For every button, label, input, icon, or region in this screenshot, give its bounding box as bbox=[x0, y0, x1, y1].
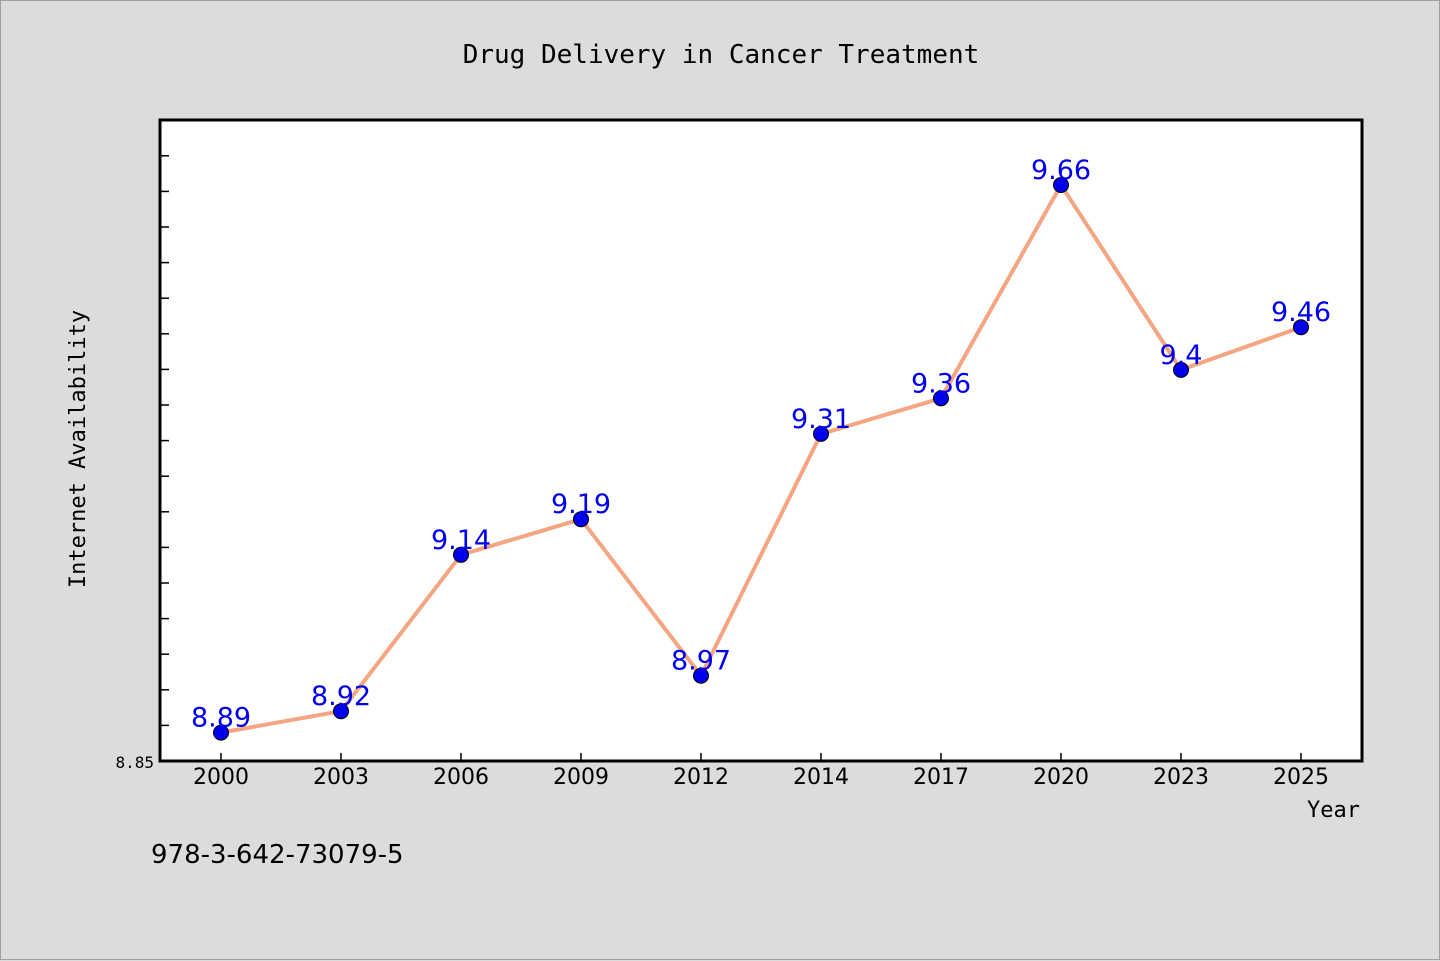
data-label: 9.46 bbox=[1271, 297, 1331, 328]
footer-code: 978-3-642-73079-5 bbox=[151, 840, 404, 870]
data-point bbox=[453, 546, 469, 563]
x-tick-label: 2014 bbox=[793, 765, 849, 790]
data-label: 9.31 bbox=[791, 404, 851, 435]
data-point bbox=[693, 667, 709, 684]
y-axis-label: Internet Availability bbox=[66, 310, 91, 588]
x-axis-ticks bbox=[220, 753, 1302, 761]
x-tick-label: 2006 bbox=[433, 765, 489, 790]
data-point bbox=[1293, 319, 1309, 336]
y-minor-ticks bbox=[161, 155, 169, 762]
x-axis-label: Year bbox=[1307, 798, 1360, 823]
x-tick-label: 2000 bbox=[193, 765, 249, 790]
x-tick-label: 2023 bbox=[1153, 765, 1209, 790]
data-label: 9.19 bbox=[551, 489, 611, 520]
x-tick-label: 2020 bbox=[1033, 765, 1089, 790]
data-label: 8.89 bbox=[191, 703, 251, 734]
data-label: 9.14 bbox=[431, 525, 491, 556]
data-point bbox=[813, 425, 829, 442]
data-label: 8.97 bbox=[671, 646, 731, 677]
data-labels: 8.89 8.92 9.14 9.19 8.97 9.31 9.36 9.66 9.4 9.46 bbox=[191, 155, 1331, 734]
data-label: 9.66 bbox=[1031, 155, 1091, 186]
chart-title: Drug Delivery in Cancer Treatment bbox=[463, 40, 980, 70]
data-points bbox=[213, 177, 1309, 741]
data-point bbox=[213, 724, 229, 741]
data-label: 9.4 bbox=[1160, 340, 1203, 371]
data-point bbox=[1173, 361, 1189, 378]
x-tick-label: 2009 bbox=[553, 765, 609, 790]
series-line bbox=[220, 183, 1302, 735]
data-label: 9.36 bbox=[911, 368, 971, 399]
data-point bbox=[333, 703, 349, 720]
x-tick-label: 2025 bbox=[1273, 765, 1329, 790]
x-tick-label: 2003 bbox=[313, 765, 369, 790]
data-point bbox=[573, 511, 589, 528]
x-tick-labels: 2000 2003 2006 2009 2012 2014 2017 2020 2023 2025 bbox=[193, 765, 1329, 790]
data-label: 8.92 bbox=[311, 681, 371, 712]
data-point bbox=[933, 390, 949, 407]
x-tick-label: 2017 bbox=[913, 765, 969, 790]
data-point bbox=[1053, 177, 1069, 193]
x-tick-label: 2012 bbox=[673, 765, 729, 790]
y-tick-label-min: 8.85 bbox=[115, 753, 154, 772]
plot-area bbox=[158, 118, 1364, 763]
